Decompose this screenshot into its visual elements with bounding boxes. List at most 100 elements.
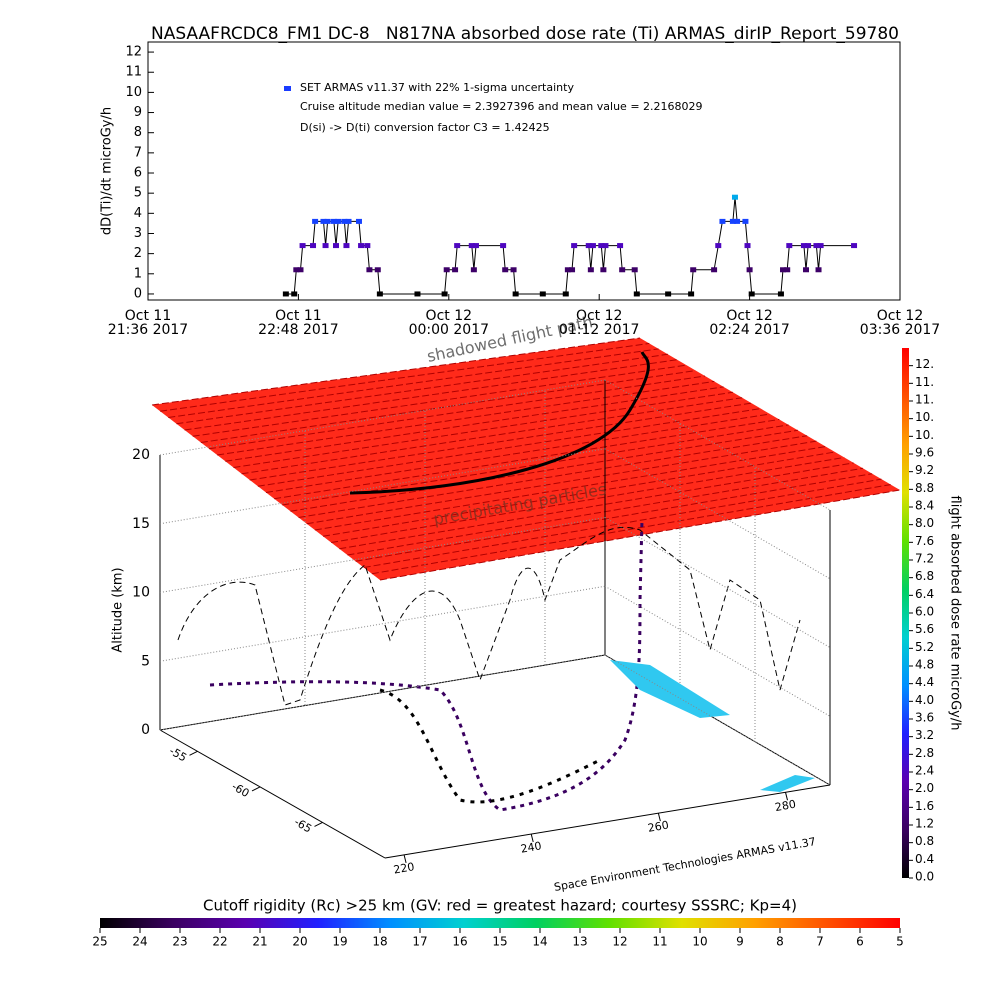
y-tick-label: 9 — [134, 105, 142, 120]
data-point — [341, 218, 348, 224]
data-point — [813, 243, 820, 249]
data-point — [333, 243, 339, 249]
data-point — [343, 243, 350, 249]
colorbar-tick-label: 9 — [736, 935, 744, 949]
particle-row — [217, 380, 715, 456]
grid-line — [604, 379, 831, 511]
legend-label: SET ARMAS v11.37 with 22% 1-sigma uncert… — [300, 81, 574, 94]
colorbar-tick-label: 2.4 — [915, 764, 934, 778]
colorbar — [100, 918, 900, 928]
colorbar-tick-label: 8.0 — [915, 516, 934, 530]
data-point — [472, 243, 479, 249]
colorbar-tick-label: 18 — [372, 935, 387, 949]
data-point — [803, 267, 809, 273]
colorbar-tick-label: 2.8 — [915, 746, 934, 760]
colorbar-tick-label: 4.0 — [915, 693, 934, 707]
colorbar-tick-label: 20 — [292, 935, 307, 949]
floor-edge — [159, 729, 386, 859]
x-tick-label: 240 — [520, 839, 543, 855]
y-axis-label: dD(Ti)/dt microGy/h — [100, 107, 115, 235]
data-point — [777, 291, 784, 297]
particle-row — [371, 484, 891, 575]
data-point — [510, 267, 517, 273]
data-point — [452, 267, 459, 273]
colorbar-tick-label: 6.0 — [915, 605, 934, 619]
grid-line — [604, 448, 831, 580]
data-point — [310, 243, 317, 249]
colorbar-tick-label: 11. — [915, 375, 934, 389]
y-tick-label: 4 — [134, 206, 142, 221]
annotation: D(si) -> D(ti) conversion factor C3 = 1.… — [300, 121, 550, 134]
y-tick-label: 3 — [134, 226, 142, 241]
data-point — [470, 267, 477, 273]
data-point — [719, 218, 726, 224]
data-point — [711, 267, 718, 273]
data-point — [539, 291, 546, 297]
y-tick-label: 8 — [134, 125, 142, 140]
data-point — [502, 267, 509, 273]
x-tick-label: 220 — [393, 860, 416, 876]
particle-row — [184, 359, 678, 431]
flight-path — [349, 351, 650, 495]
grid-line — [604, 517, 831, 648]
flight-shadow — [177, 526, 801, 706]
x-tick-label: Oct 11 — [125, 308, 171, 324]
data-point — [734, 218, 741, 224]
data-point — [688, 291, 695, 297]
data-point — [585, 243, 592, 249]
y-tick-label: -60 — [229, 780, 251, 800]
data-point — [366, 267, 373, 273]
data-point — [468, 243, 475, 249]
z-axis-label: Altitude (km) — [111, 567, 126, 652]
particle-row — [257, 408, 761, 487]
flight-track — [379, 688, 601, 804]
data-point — [441, 291, 448, 297]
plot-frame — [147, 41, 901, 301]
colorbar-tick-label: 2.0 — [915, 781, 934, 795]
data-point — [374, 267, 381, 273]
credit: Space Environment Technologies ARMAS v11… — [553, 835, 817, 894]
data-point — [800, 243, 807, 249]
data-point — [320, 218, 327, 224]
colorbar-tick-label: 8.8 — [915, 481, 934, 495]
wall-grid — [304, 390, 756, 742]
particle-row — [298, 435, 808, 518]
colorbar-tick-label: 6 — [856, 935, 864, 949]
grid-line — [604, 654, 831, 786]
colorbar-tick-label: 1.2 — [915, 817, 934, 831]
colorbar-tick-label: 6.4 — [915, 587, 934, 601]
series-line — [285, 197, 854, 295]
data-point — [815, 267, 822, 273]
data-point — [500, 243, 507, 249]
data-point — [571, 243, 578, 249]
data-point — [598, 243, 605, 249]
particle-row — [208, 375, 706, 450]
x-tick — [530, 833, 534, 843]
data-point — [282, 291, 289, 297]
data-point — [744, 243, 751, 249]
colorbar-tick-label: 6.8 — [915, 569, 934, 583]
x-tick — [657, 813, 661, 822]
data-point — [619, 267, 626, 273]
colorbar-tick-label: 8.4 — [915, 499, 934, 513]
y-tick-label: 1 — [134, 266, 142, 281]
colorbar-tick-label: 9.6 — [915, 446, 934, 460]
colorbar-tick-label: 10. — [915, 410, 934, 424]
dose-trace — [610, 660, 730, 718]
chart-title: NASAAFRCDC8_FM1 DC-8 N817NA absorbed dos… — [151, 24, 899, 44]
x-tick-label: Oct 12 — [426, 308, 472, 324]
y-tick-label: 7 — [134, 145, 142, 160]
data-point — [330, 218, 337, 224]
x-tick-label: 280 — [774, 798, 797, 814]
data-point — [690, 267, 697, 273]
y-tick-label: 5 — [134, 186, 142, 201]
colorbar-tick-label: 12. — [915, 357, 934, 371]
data-point — [293, 267, 300, 273]
data-point — [299, 243, 306, 249]
data-point — [742, 218, 749, 224]
data-point — [587, 267, 594, 273]
colorbar-tick-label: 7 — [816, 935, 824, 949]
colorbar-tick-label: 4.8 — [915, 658, 934, 672]
grid-line — [159, 585, 606, 662]
